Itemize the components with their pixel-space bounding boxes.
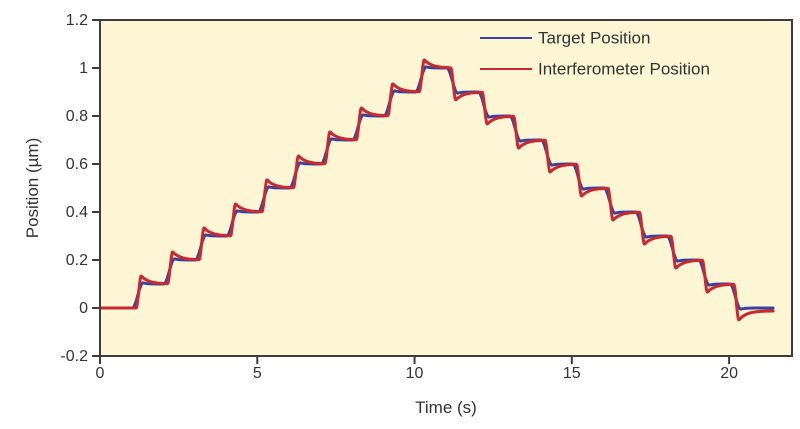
legend-label: Interferometer Position [538, 60, 710, 79]
x-tick-label: 20 [720, 365, 738, 382]
y-tick-label: -0.2 [60, 348, 88, 365]
y-tick-label: 0 [79, 300, 88, 317]
y-tick-label: 0.4 [66, 204, 88, 221]
plot-area [100, 20, 792, 356]
legend-label: Target Position [538, 29, 650, 48]
y-tick-label: 0.6 [66, 156, 88, 173]
x-tick-label: 15 [563, 365, 581, 382]
y-tick-label: 0.2 [66, 252, 88, 269]
legend: Target Position Interferometer Position [480, 29, 710, 79]
x-tick-label: 10 [406, 365, 424, 382]
y-tick-label: 1 [79, 60, 88, 77]
x-axis-title: Time (s) [415, 398, 477, 417]
x-tick-label: 5 [253, 365, 262, 382]
y-tick-label: 1.2 [66, 12, 88, 29]
y-axis-title: Position (µm) [23, 138, 42, 238]
plot-frame [99, 19, 793, 357]
series-line-interferometer-position [98, 58, 775, 322]
y-tick-label: 0.8 [66, 108, 88, 125]
x-tick-label: 0 [96, 365, 105, 382]
